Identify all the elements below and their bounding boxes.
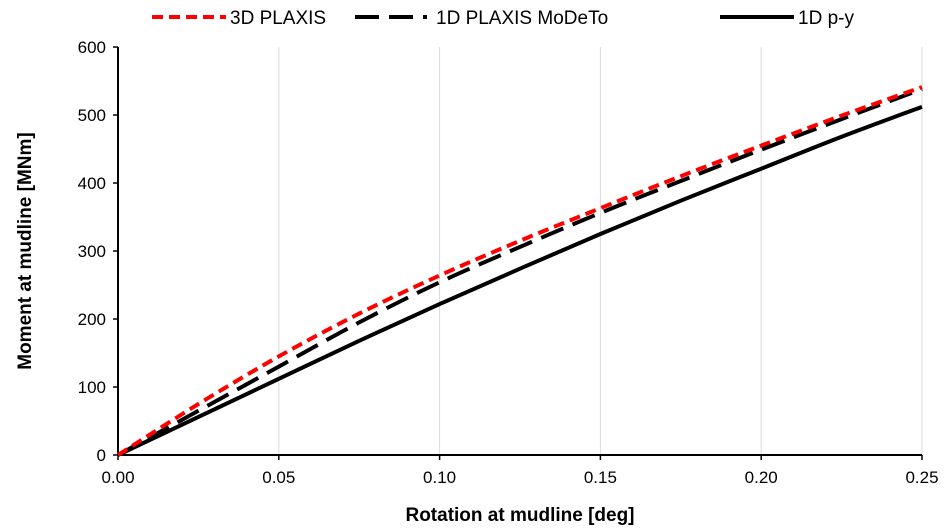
x-tick-label: 0.10 <box>423 468 456 487</box>
x-tick-label: 0.05 <box>262 468 295 487</box>
legend-1d-p-y-label: 1D p-y <box>798 8 854 29</box>
legend-3d-plaxis-label: 3D PLAXIS <box>230 8 326 29</box>
y-axis-title: Moment at mudline [MNm] <box>15 132 36 370</box>
series-line-3d-plaxis <box>116 85 923 457</box>
series-line-1d-p-y <box>117 104 923 457</box>
y-tick-label: 400 <box>78 174 106 193</box>
legend-1d-plaxis-modeto-label: 1D PLAXIS MoDeTo <box>436 8 608 29</box>
gridlines <box>278 47 923 455</box>
y-tick-label: 500 <box>78 106 106 125</box>
x-tick-label: 0.20 <box>745 468 778 487</box>
x-tick-label: 0.25 <box>905 468 938 487</box>
series-lines <box>116 85 923 457</box>
y-tick-label: 100 <box>78 378 106 397</box>
legend: 3D PLAXIS 1D PLAXIS MoDeTo 1D p-y <box>152 8 854 29</box>
y-tick-label: 200 <box>78 310 106 329</box>
x-axis-title: Rotation at mudline [deg] <box>405 505 634 526</box>
y-tick-label: 300 <box>78 242 106 261</box>
y-tick-label: 0 <box>97 446 106 465</box>
axes <box>113 46 923 460</box>
series-line-1d-plaxis-modeto <box>117 87 923 457</box>
x-tick-label: 0.00 <box>101 468 134 487</box>
x-tick-label: 0.15 <box>584 468 617 487</box>
y-tick-label: 600 <box>78 38 106 57</box>
tick-labels: 0.00 0.05 0.10 0.15 0.20 0.25 0 100 200 300 400 500… <box>78 38 939 487</box>
